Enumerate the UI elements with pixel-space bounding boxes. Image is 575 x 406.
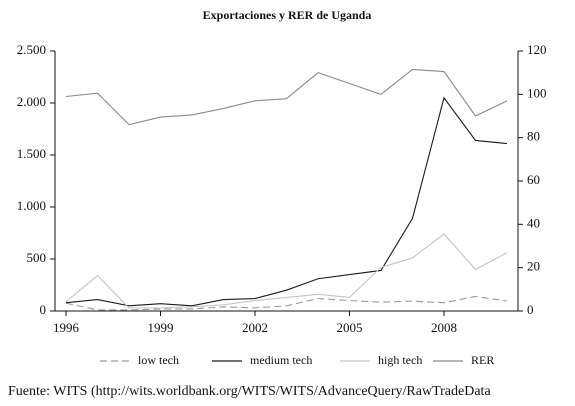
series-line <box>65 295 508 311</box>
y2-tick-label: 120 <box>527 42 547 57</box>
source-note: Fuente: WITS (http://wits.worldbank.org/… <box>8 384 491 399</box>
chart-title: Exportaciones y RER de Uganda <box>203 8 372 22</box>
x-tick-label: 1996 <box>53 320 80 335</box>
series-line <box>65 233 508 309</box>
y-tick-label: 0 <box>40 302 47 317</box>
y-tick-label: 2.500 <box>17 42 46 57</box>
x-tick-label: 2008 <box>431 320 457 335</box>
x-tick-label: 2005 <box>336 320 362 335</box>
y2-tick-label: 0 <box>527 302 534 317</box>
y-tick-label: 2.000 <box>17 94 46 109</box>
y2-tick-label: 20 <box>527 259 540 274</box>
y-tick-label: 500 <box>27 250 47 265</box>
y2-tick-label: 100 <box>527 85 547 100</box>
legend-label: medium tech <box>250 353 312 367</box>
axis-frame <box>54 51 519 312</box>
y-tick-label: 1.000 <box>17 198 46 213</box>
series-line <box>65 68 508 126</box>
y2-tick-label: 60 <box>527 172 540 187</box>
y-tick-label: 1.500 <box>17 146 46 161</box>
legend-label: low tech <box>138 353 179 367</box>
legend-label: RER <box>471 353 494 367</box>
y2-tick-label: 40 <box>527 215 540 230</box>
series-line <box>65 96 508 307</box>
y2-tick-label: 80 <box>527 129 540 144</box>
legend-label: high tech <box>378 353 422 367</box>
x-tick-label: 2002 <box>242 320 268 335</box>
x-tick-label: 1999 <box>148 320 174 335</box>
